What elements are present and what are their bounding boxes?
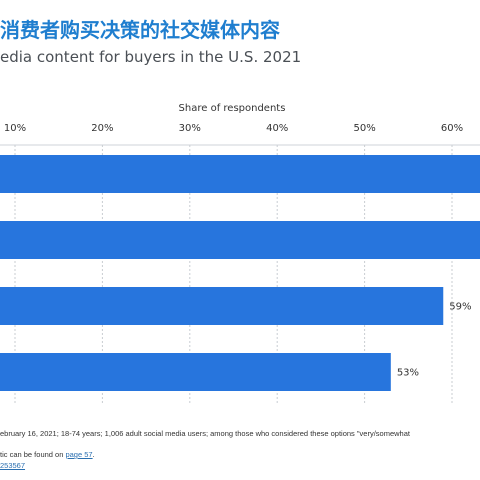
notes-line-1: ebruary 16, 2021; 18-74 years; 1,006 adu…: [0, 429, 410, 438]
chart-subtitle: edia content for buyers in the U.S. 2021: [0, 48, 302, 66]
notes-line-2-suffix: .: [92, 450, 95, 459]
data-label: 53%: [397, 368, 419, 379]
bar-chart: Share of respondents 10% 20% 30% 40% 50% 60% …: [0, 103, 480, 405]
statistic-id-link[interactable]: 253567: [0, 461, 26, 470]
x-tick-label: 40%: [266, 123, 288, 134]
x-tick-label: 50%: [353, 123, 375, 134]
bar: [0, 221, 480, 259]
data-label: 59%: [449, 302, 471, 313]
page-link[interactable]: page 57: [65, 450, 93, 459]
x-axis-label: Share of respondents: [179, 103, 286, 114]
chart-title: 消费者购买决策的社交媒体内容: [0, 18, 280, 42]
x-tick-label: 60%: [441, 123, 463, 134]
x-tick-label: 10%: [4, 123, 26, 134]
notes-line-2-prefix: tic can be found on: [0, 450, 66, 459]
notes-line-2: tic can be found on page 57.: [0, 449, 480, 460]
notes-line-3: 253567: [0, 460, 480, 471]
x-tick-label: 20%: [91, 123, 113, 134]
x-tick-label: 30%: [179, 123, 201, 134]
source-notes: ebruary 16, 2021; 18-74 years; 1,006 adu…: [0, 428, 480, 471]
bar: [0, 155, 480, 193]
bar: [0, 353, 391, 391]
bar: [0, 287, 444, 325]
